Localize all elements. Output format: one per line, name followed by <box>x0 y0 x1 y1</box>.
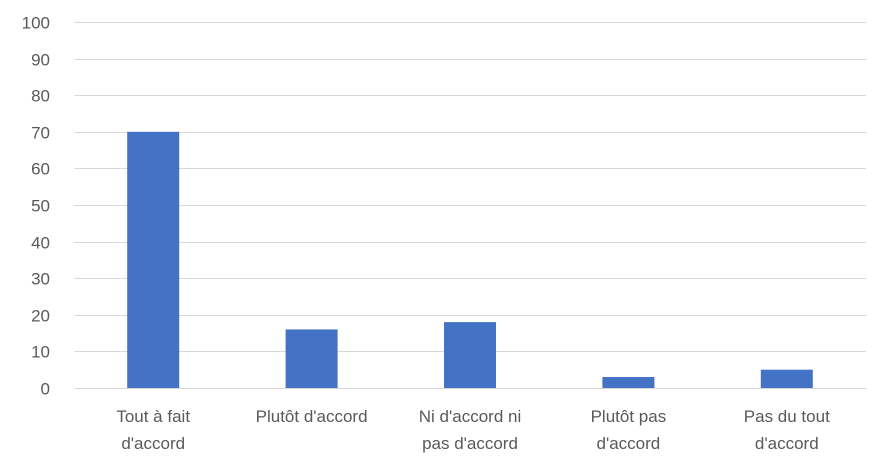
y-tick-label: 10 <box>31 343 50 362</box>
x-category-label: Tout à fait <box>116 407 190 426</box>
y-tick-label: 0 <box>41 380 50 399</box>
y-tick-label: 20 <box>31 307 50 326</box>
y-tick-label: 70 <box>31 124 50 143</box>
bar <box>285 329 338 388</box>
bar <box>444 322 496 388</box>
x-category-label: Ni d'accord ni <box>419 407 521 426</box>
bar <box>602 377 655 388</box>
x-category-label: d'accord <box>597 434 661 453</box>
y-tick-label: 80 <box>31 87 50 106</box>
x-category-label: pas d'accord <box>422 434 518 453</box>
y-tick-label: 90 <box>31 51 50 70</box>
x-category-label: Pas du tout <box>744 407 830 426</box>
x-category-label: d'accord <box>121 434 185 453</box>
bars <box>127 131 813 389</box>
y-axis-tick-labels: 0 10 20 30 40 50 60 70 80 90 100 <box>22 14 50 399</box>
y-tick-label: 50 <box>31 197 50 216</box>
y-tick-label: 100 <box>22 14 50 33</box>
y-tick-label: 40 <box>31 234 50 253</box>
bar <box>127 131 180 389</box>
x-category-label: d'accord <box>755 434 819 453</box>
gridlines <box>74 22 866 389</box>
y-tick-label: 30 <box>31 270 50 289</box>
bar <box>760 369 813 388</box>
x-category-label: Plutôt pas <box>591 407 667 426</box>
x-axis-category-labels: Tout à fait d'accord Plutôt d'accord Ni d'a… <box>116 407 830 453</box>
x-category-label: Plutôt d'accord <box>256 407 368 426</box>
y-tick-label: 60 <box>31 160 50 179</box>
